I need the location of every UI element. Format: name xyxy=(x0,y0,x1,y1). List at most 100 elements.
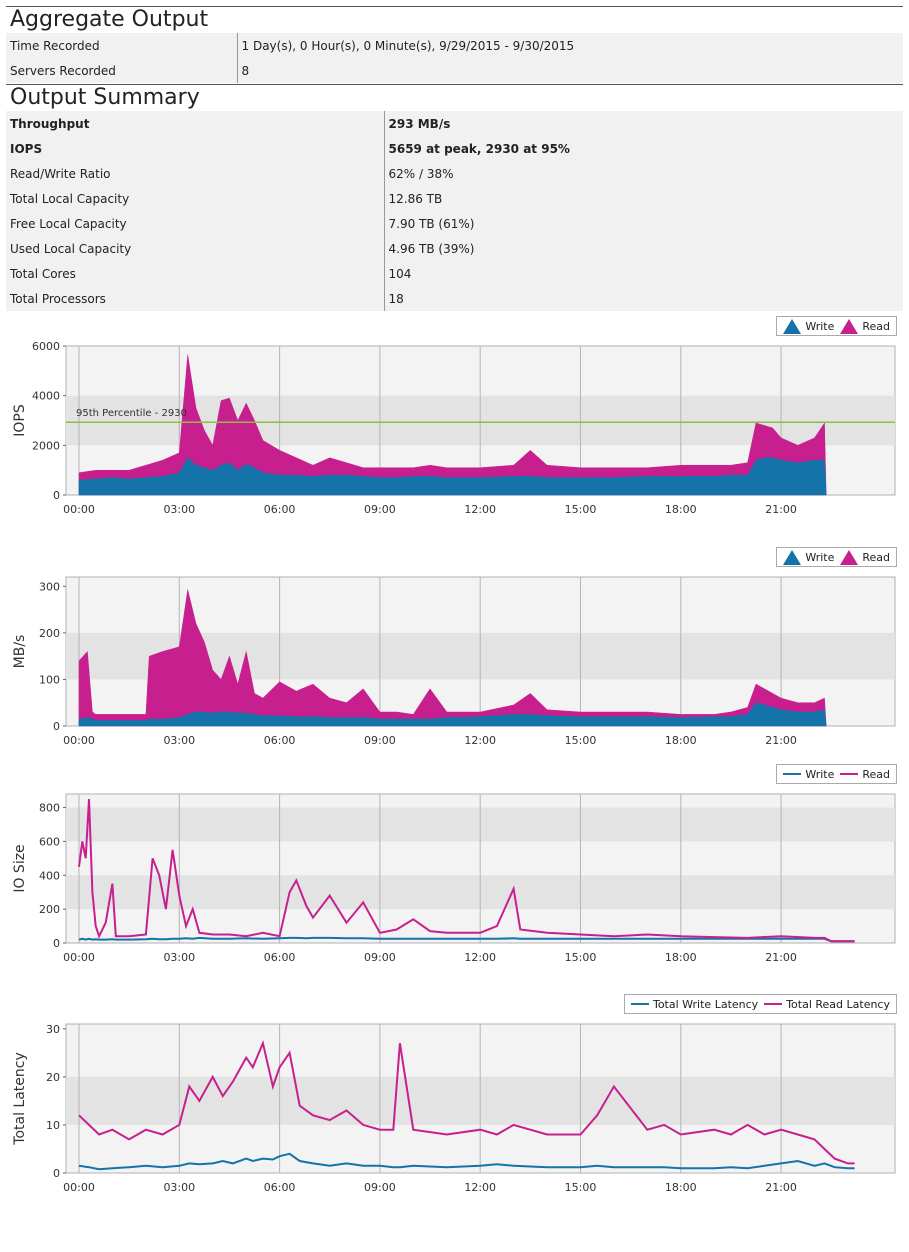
x-tick-label: 12:00 xyxy=(464,1181,496,1194)
table-row: IOPS 5659 at peak, 2930 at 95% xyxy=(6,136,903,161)
aggregate-table: Time Recorded 1 Day(s), 0 Hour(s), 0 Min… xyxy=(6,33,903,83)
triangle-icon xyxy=(840,318,859,334)
table-row: Total Processors 18 xyxy=(6,286,903,311)
triangle-icon xyxy=(783,549,802,565)
read-write-ratio-label: Read/Write Ratio xyxy=(6,161,385,186)
x-tick-label: 12:00 xyxy=(464,734,496,747)
iops-chart-svg: 00:00 03:00 06:00 09:00 12:00 15:00 18:00 21:00… xyxy=(12,340,896,516)
y-axis-label: MB/s xyxy=(12,635,28,669)
x-tick-label: 06:00 xyxy=(264,503,296,516)
y-tick-label: 4000 xyxy=(32,390,60,403)
io-size-legend: Write Read xyxy=(776,764,897,784)
y-tick-label: 0 xyxy=(53,720,60,733)
throughput-chart-svg: 00:00 03:00 06:00 09:00 12:00 15:00 18:00 21:00… xyxy=(12,576,896,747)
summary-table: Throughput 293 MB/s IOPS 5659 at peak, 2… xyxy=(6,111,903,311)
latency-chart-svg: 00:00 03:00 06:00 09:00 12:00 15:00 18:00 21:00… xyxy=(12,1023,896,1194)
line-swatch xyxy=(783,773,802,775)
x-tick-label: 00:00 xyxy=(63,503,95,516)
throughput-label: Throughput xyxy=(6,111,385,136)
y-axis-label: IOPS xyxy=(12,404,28,437)
y-tick-label: 0 xyxy=(53,1167,60,1180)
x-tick-label: 15:00 xyxy=(565,951,597,964)
x-tick-label: 03:00 xyxy=(163,734,195,747)
x-tick-label: 15:00 xyxy=(565,1181,597,1194)
x-tick-label: 21:00 xyxy=(765,1181,797,1194)
iops-label: IOPS xyxy=(6,136,385,161)
x-tick-label: 00:00 xyxy=(63,951,95,964)
latency-legend: Total Write Latency Total Read Latency xyxy=(623,994,897,1014)
table-row: Free Local Capacity 7.90 TB (61%) xyxy=(6,211,903,236)
total-local-capacity-label: Total Local Capacity xyxy=(6,186,385,211)
legend-label: Read xyxy=(862,767,890,781)
table-row: Read/Write Ratio 62% / 38% xyxy=(6,161,903,186)
x-tick-label: 18:00 xyxy=(665,503,697,516)
table-row: Throughput 293 MB/s xyxy=(6,111,903,136)
iops-legend: Write Read xyxy=(776,316,897,336)
y-axis-label: Total Latency xyxy=(12,1052,28,1145)
x-tick-label: 21:00 xyxy=(765,734,797,747)
series-line-total-write-latency xyxy=(78,1152,855,1171)
triangle-icon xyxy=(783,318,802,334)
series-line-read xyxy=(78,799,855,943)
iops-chart: Write Read 00:00 03:00 06:00 09:00 12:00 15:00… xyxy=(0,314,909,524)
x-tick-label: 03:00 xyxy=(163,503,195,516)
io-size-chart-svg: 00:00 03:00 06:00 09:00 12:00 15:00 18:00 21:00… xyxy=(12,793,896,964)
x-tick-label: 09:00 xyxy=(364,734,396,747)
percentile-label: 95th Percentile - 2930 xyxy=(76,408,187,419)
triangle-icon xyxy=(840,549,859,565)
y-tick-label: 10 xyxy=(46,1119,60,1132)
y-tick-label: 100 xyxy=(39,673,60,686)
series-area-write xyxy=(78,702,827,727)
x-tick-label: 09:00 xyxy=(364,503,396,516)
legend-item: Read xyxy=(840,549,890,565)
legend-item: Total Read Latency xyxy=(764,998,890,1011)
x-tick-label: 15:00 xyxy=(565,734,597,747)
x-tick-label: 21:00 xyxy=(765,503,797,516)
y-tick-label: 0 xyxy=(53,489,60,502)
y-tick-label: 400 xyxy=(39,869,60,882)
time-recorded-value: 1 Day(s), 0 Hour(s), 0 Minute(s), 9/29/2… xyxy=(237,33,903,58)
y-tick-label: 2000 xyxy=(32,439,60,452)
latency-chart: Total Write Latency Total Read Latency 00… xyxy=(0,992,909,1202)
y-tick-label: 0 xyxy=(53,937,60,950)
total-cores-label: Total Cores xyxy=(6,261,385,286)
time-recorded-label: Time Recorded xyxy=(6,33,238,58)
used-local-capacity-label: Used Local Capacity xyxy=(6,236,385,261)
legend-label: Total Read Latency xyxy=(786,997,890,1011)
throughput-legend: Write Read xyxy=(776,547,897,567)
y-tick-label: 200 xyxy=(39,627,60,640)
legend-item: Write xyxy=(783,768,834,781)
total-processors-value: 18 xyxy=(384,286,903,311)
legend-label: Write xyxy=(805,767,835,781)
series-line-total-read-latency xyxy=(78,1039,855,1165)
x-tick-label: 15:00 xyxy=(565,503,597,516)
y-tick-label: 300 xyxy=(39,580,60,593)
x-tick-label: 03:00 xyxy=(163,1181,195,1194)
legend-label: Write xyxy=(805,550,835,564)
read-write-ratio-value: 62% / 38% xyxy=(384,161,903,186)
series-area-read xyxy=(78,354,827,496)
output-summary-heading: Output Summary xyxy=(6,84,903,111)
x-tick-label: 06:00 xyxy=(264,951,296,964)
series-line-write xyxy=(78,936,855,943)
free-local-capacity-label: Free Local Capacity xyxy=(6,211,385,236)
y-axis-label: IO Size xyxy=(12,844,28,892)
legend-label: Write xyxy=(805,319,835,333)
x-tick-label: 09:00 xyxy=(364,1181,396,1194)
total-cores-value: 104 xyxy=(384,261,903,286)
table-row: Time Recorded 1 Day(s), 0 Hour(s), 0 Min… xyxy=(6,33,903,58)
free-local-capacity-value: 7.90 TB (61%) xyxy=(384,211,903,236)
legend-item: Read xyxy=(840,768,890,781)
iops-value: 5659 at peak, 2930 at 95% xyxy=(384,136,903,161)
legend-item: Write xyxy=(783,549,835,565)
x-tick-label: 03:00 xyxy=(163,951,195,964)
used-local-capacity-value: 4.96 TB (39%) xyxy=(384,236,903,261)
x-tick-label: 18:00 xyxy=(665,1181,697,1194)
series-area-write xyxy=(78,457,827,496)
legend-item: Write xyxy=(783,318,835,334)
throughput-chart: Write Read 00:00 03:00 06:00 09:00 12:00 15:00… xyxy=(0,545,909,755)
y-tick-label: 200 xyxy=(39,903,60,916)
x-tick-label: 09:00 xyxy=(364,951,396,964)
table-row: Used Local Capacity 4.96 TB (39%) xyxy=(6,236,903,261)
x-tick-label: 00:00 xyxy=(63,1181,95,1194)
